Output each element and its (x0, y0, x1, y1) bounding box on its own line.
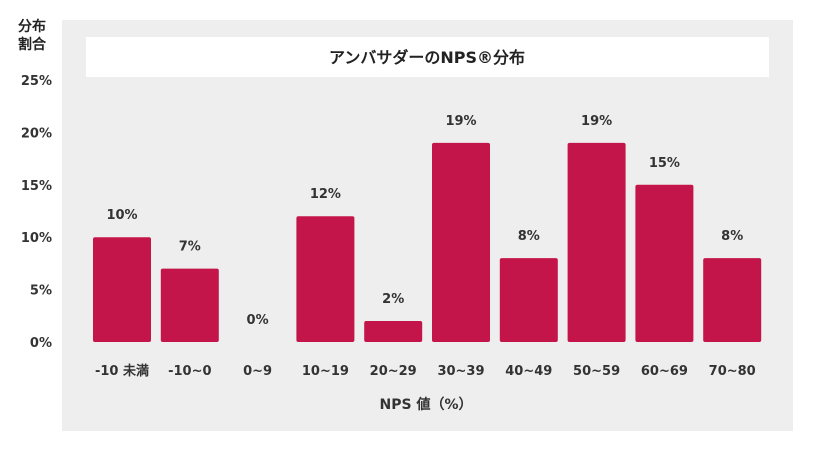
y-tick-label: 25% (21, 74, 52, 89)
bar (703, 258, 762, 342)
data-label: 2% (382, 292, 404, 307)
data-label: 8% (518, 229, 540, 244)
bars-group (93, 142, 762, 342)
x-tick-label: 10~19 (302, 364, 349, 379)
y-axis-title-line2: 割合 (18, 37, 46, 53)
x-tick-label: -10~0 (168, 364, 211, 379)
x-tick-label: -10 未満 (95, 363, 149, 379)
x-tick-label: 30~39 (437, 364, 484, 379)
bar (364, 321, 423, 342)
bar (93, 237, 151, 342)
x-axis-label: NPS 値（%） (380, 396, 473, 413)
x-tick-label: 50~59 (573, 364, 620, 379)
value-labels-group: 10% 7% 0% 12% 2% 19% 8% 19% 15% 8% (106, 114, 743, 328)
x-tick-label: 20~29 (370, 364, 417, 379)
y-tick-label: 5% (30, 284, 52, 299)
data-label: 12% (310, 187, 341, 202)
bar (296, 216, 355, 342)
data-label: 0% (247, 313, 269, 328)
data-label: 10% (106, 208, 137, 223)
data-label: 8% (721, 229, 743, 244)
y-axis-title-line1: 分布 (18, 19, 46, 35)
x-tick-label: 0~9 (243, 364, 272, 379)
y-tick-label: 0% (30, 336, 52, 351)
data-label: 19% (445, 114, 476, 129)
x-tick-label: 40~49 (505, 364, 552, 379)
chart-title-box (86, 37, 769, 77)
bar (499, 258, 558, 342)
data-label: 7% (179, 240, 201, 255)
x-axis-ticks: -10 未満 -10~0 0~9 10~19 20~29 30~39 40~49 50~59 6… (95, 363, 756, 379)
y-tick-label: 15% (21, 179, 52, 194)
y-tick-label: 20% (21, 126, 52, 141)
bar (567, 142, 626, 342)
x-tick-label: 60~69 (641, 364, 688, 379)
y-axis-ticks: 0% 5% 10% 15% 20% 25% (21, 74, 52, 351)
x-tick-label: 70~80 (709, 364, 756, 379)
y-axis-title: 分布 割合 (18, 18, 58, 54)
bar (635, 184, 694, 342)
bar (432, 142, 490, 342)
bar (160, 268, 219, 342)
chart-title: アンバサダーのNPS®分布 (329, 48, 525, 67)
y-tick-label: 10% (21, 231, 52, 246)
data-label: 15% (649, 156, 680, 171)
data-label: 19% (581, 114, 612, 129)
